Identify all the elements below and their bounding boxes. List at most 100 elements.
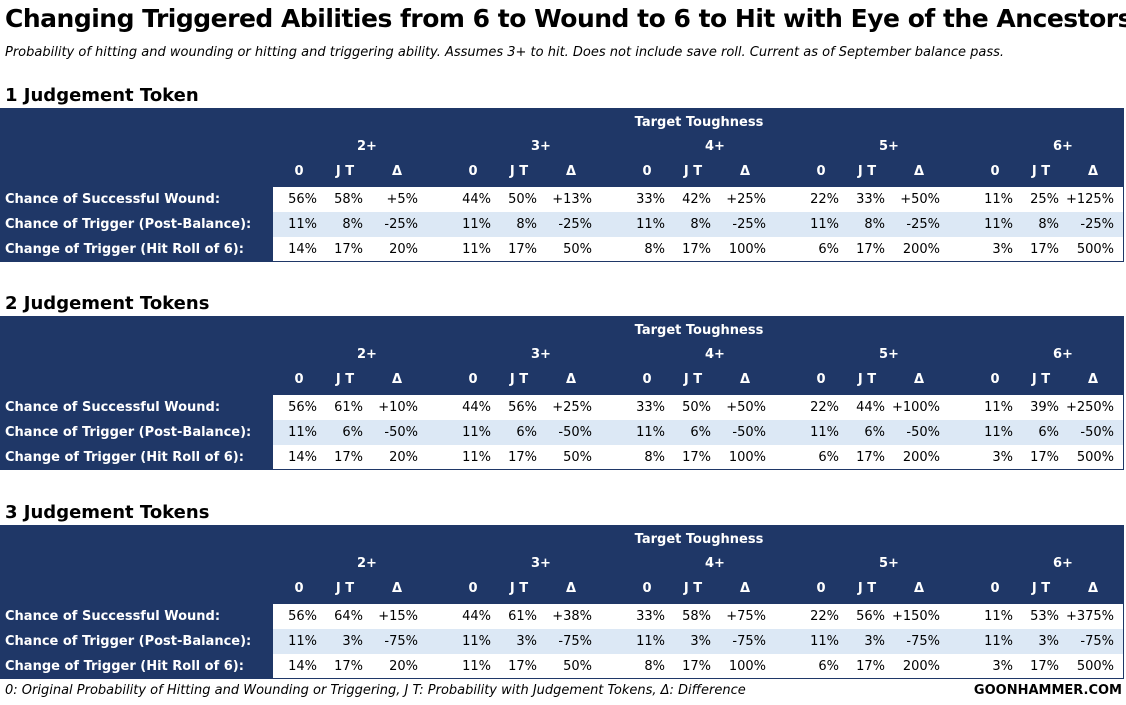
table-cell: -75% <box>1080 634 1114 649</box>
table-cell: +25% <box>726 192 766 207</box>
table-cell: +150% <box>891 609 940 624</box>
column-header: J T <box>857 581 877 596</box>
table-cell: +50% <box>726 400 766 415</box>
table-row: 11% 6% -50% 11% 6% -50% 11% 6% -50% 11% 6% -50% 11% 6… <box>273 420 1123 445</box>
table-cell: 50% <box>563 659 592 674</box>
toughness-header: 3+ <box>531 556 551 571</box>
table-cell: 56% <box>288 400 317 415</box>
table-cell: 56% <box>288 192 317 207</box>
table-cell: 8% <box>644 450 665 465</box>
table-cell: -50% <box>384 425 418 440</box>
table-cell: 17% <box>508 450 537 465</box>
toughness-header: 5+ <box>879 556 899 571</box>
row-label: Chance of Successful Wound: <box>5 400 221 415</box>
table-row: 14% 17% 20% 11% 17% 50% 8% 17% 100% 6% 17% 200% 3% 17… <box>273 654 1123 678</box>
table-cell: 3% <box>992 450 1013 465</box>
table-cell: -25% <box>384 217 418 232</box>
table-cell: 11% <box>984 217 1013 232</box>
column-header: 0 <box>468 164 478 179</box>
section-title: 3 Judgement Tokens <box>5 502 210 523</box>
column-header: J T <box>335 164 355 179</box>
table-cell: 3% <box>864 634 885 649</box>
column-header: 0 <box>816 372 826 387</box>
table-cell: 44% <box>462 609 491 624</box>
table-cell: 39% <box>1030 400 1059 415</box>
row-label: Chance of Successful Wound: <box>5 609 221 624</box>
table-cell: -75% <box>906 634 940 649</box>
table-cell: 200% <box>902 450 940 465</box>
table-cell: 6% <box>516 425 537 440</box>
table-cell: 17% <box>508 659 537 674</box>
target-toughness-header: Target Toughness <box>634 115 764 130</box>
table-cell: 11% <box>462 634 491 649</box>
table-cell: 17% <box>334 659 363 674</box>
column-header: 0 <box>294 581 304 596</box>
column-header: 0 <box>990 372 1000 387</box>
table-cell: 11% <box>810 634 839 649</box>
table-cell: 8% <box>644 659 665 674</box>
table-cell: 61% <box>508 609 537 624</box>
table-cell: 6% <box>818 659 839 674</box>
column-header: 0 <box>990 164 1000 179</box>
row-label: Chance of Trigger (Post-Balance): <box>5 634 252 649</box>
toughness-header: 5+ <box>879 139 899 154</box>
table-cell: 33% <box>636 400 665 415</box>
table-cell: 11% <box>288 217 317 232</box>
table-row: 14% 17% 20% 11% 17% 50% 8% 17% 100% 6% 17% 200% 3% 17… <box>273 237 1123 261</box>
table-cell: 50% <box>563 450 592 465</box>
table-cell: +50% <box>900 192 940 207</box>
table-cell: 11% <box>984 400 1013 415</box>
toughness-header: 6+ <box>1053 556 1073 571</box>
toughness-header: 2+ <box>357 556 377 571</box>
table-row: 56% 58% +5% 44% 50% +13% 33% 42% +25% 22% 33% +50% 1… <box>273 187 1123 212</box>
column-header: J T <box>509 164 529 179</box>
table-row: 11% 3% -75% 11% 3% -75% 11% 3% -75% 11% 3% -75% 11% 3… <box>273 629 1123 654</box>
table-cell: 17% <box>856 242 885 257</box>
table-cell: -25% <box>732 217 766 232</box>
table-cell: -50% <box>1080 425 1114 440</box>
row-label-column <box>1 604 273 678</box>
column-header: 0 <box>468 581 478 596</box>
table-cell: 11% <box>984 192 1013 207</box>
table-cell: 11% <box>810 425 839 440</box>
table-cell: 11% <box>288 425 317 440</box>
table-header <box>1 526 1123 604</box>
column-header: 0 <box>294 164 304 179</box>
table-cell: 11% <box>984 634 1013 649</box>
column-header: 0 <box>816 581 826 596</box>
table-cell: 3% <box>516 634 537 649</box>
table-row: 56% 64% +15% 44% 61% +38% 33% 58% +75% 22% 56% +150… <box>273 604 1123 629</box>
row-label-column <box>1 395 273 469</box>
column-header: 0 <box>990 581 1000 596</box>
column-header: 0 <box>642 164 652 179</box>
table-cell: 6% <box>818 450 839 465</box>
column-header: J T <box>509 581 529 596</box>
column-header: J T <box>683 581 703 596</box>
table-cell: 11% <box>462 659 491 674</box>
table-cell: 3% <box>992 659 1013 674</box>
table-cell: 6% <box>690 425 711 440</box>
row-label: Chance of Trigger (Post-Balance): <box>5 217 252 232</box>
column-header: Δ <box>913 372 925 387</box>
table-cell: -75% <box>384 634 418 649</box>
column-header: 0 <box>468 372 478 387</box>
table-cell: -50% <box>558 425 592 440</box>
table-cell: 17% <box>508 242 537 257</box>
toughness-header: 3+ <box>531 347 551 362</box>
table-cell: 11% <box>810 217 839 232</box>
column-header: Δ <box>565 164 577 179</box>
column-header: J T <box>857 164 877 179</box>
column-header: Δ <box>391 581 403 596</box>
table-cell: +10% <box>378 400 418 415</box>
table-cell: 64% <box>334 609 363 624</box>
column-header: Δ <box>391 164 403 179</box>
table-cell: 14% <box>288 450 317 465</box>
table-cell: 17% <box>682 242 711 257</box>
column-header: Δ <box>739 581 751 596</box>
table-cell: 20% <box>389 450 418 465</box>
table-cell: 17% <box>1030 242 1059 257</box>
column-header: J T <box>683 164 703 179</box>
table-cell: +125% <box>1065 192 1114 207</box>
toughness-header: 6+ <box>1053 139 1073 154</box>
table-cell: -25% <box>1080 217 1114 232</box>
